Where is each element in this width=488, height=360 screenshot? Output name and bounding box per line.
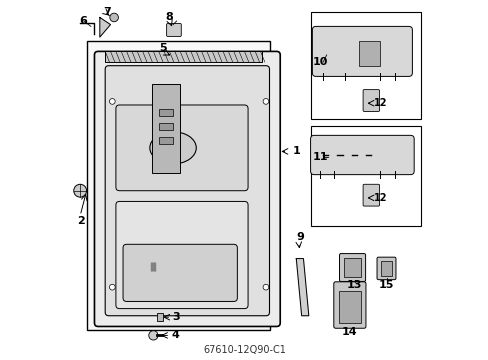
Circle shape xyxy=(148,331,158,340)
FancyBboxPatch shape xyxy=(94,51,280,327)
Bar xyxy=(159,137,173,144)
Circle shape xyxy=(109,99,115,104)
Bar xyxy=(358,41,380,66)
Bar xyxy=(159,109,173,116)
FancyBboxPatch shape xyxy=(310,135,413,175)
Bar xyxy=(157,313,163,321)
Text: 11: 11 xyxy=(312,152,328,162)
Bar xyxy=(380,261,391,276)
Bar xyxy=(343,258,360,277)
Text: 7: 7 xyxy=(103,7,111,17)
FancyBboxPatch shape xyxy=(116,202,247,309)
FancyBboxPatch shape xyxy=(105,66,269,316)
Bar xyxy=(339,291,360,323)
FancyBboxPatch shape xyxy=(363,90,379,111)
Text: 10: 10 xyxy=(312,57,328,67)
Circle shape xyxy=(74,184,86,197)
Bar xyxy=(310,126,421,226)
FancyBboxPatch shape xyxy=(363,184,379,206)
FancyBboxPatch shape xyxy=(312,26,411,76)
Polygon shape xyxy=(296,258,308,316)
Text: 6: 6 xyxy=(80,16,87,26)
FancyBboxPatch shape xyxy=(376,257,395,280)
Text: 4: 4 xyxy=(171,330,179,341)
Text: 14: 14 xyxy=(342,327,357,337)
Ellipse shape xyxy=(149,132,196,164)
Text: 8: 8 xyxy=(165,13,173,22)
Bar xyxy=(87,41,269,330)
Circle shape xyxy=(263,284,268,290)
Bar xyxy=(151,84,180,173)
Text: 12: 12 xyxy=(373,98,386,108)
Circle shape xyxy=(109,284,115,290)
Polygon shape xyxy=(100,18,110,37)
FancyBboxPatch shape xyxy=(166,23,181,36)
FancyBboxPatch shape xyxy=(116,105,247,191)
Text: 2: 2 xyxy=(77,216,85,226)
Text: 3: 3 xyxy=(172,312,180,322)
Text: 13: 13 xyxy=(346,280,362,291)
Text: 5: 5 xyxy=(159,43,166,53)
Bar xyxy=(105,51,262,62)
Circle shape xyxy=(263,99,268,104)
FancyBboxPatch shape xyxy=(333,282,365,328)
Circle shape xyxy=(110,13,118,22)
Text: 1: 1 xyxy=(292,147,300,157)
FancyBboxPatch shape xyxy=(339,253,365,282)
Text: 9: 9 xyxy=(296,232,304,242)
Text: 67610-12Q90-C1: 67610-12Q90-C1 xyxy=(203,345,285,355)
Text: 15: 15 xyxy=(378,280,393,291)
FancyBboxPatch shape xyxy=(123,244,237,301)
Bar xyxy=(310,12,421,119)
Bar xyxy=(159,123,173,130)
Text: 12: 12 xyxy=(373,193,386,203)
